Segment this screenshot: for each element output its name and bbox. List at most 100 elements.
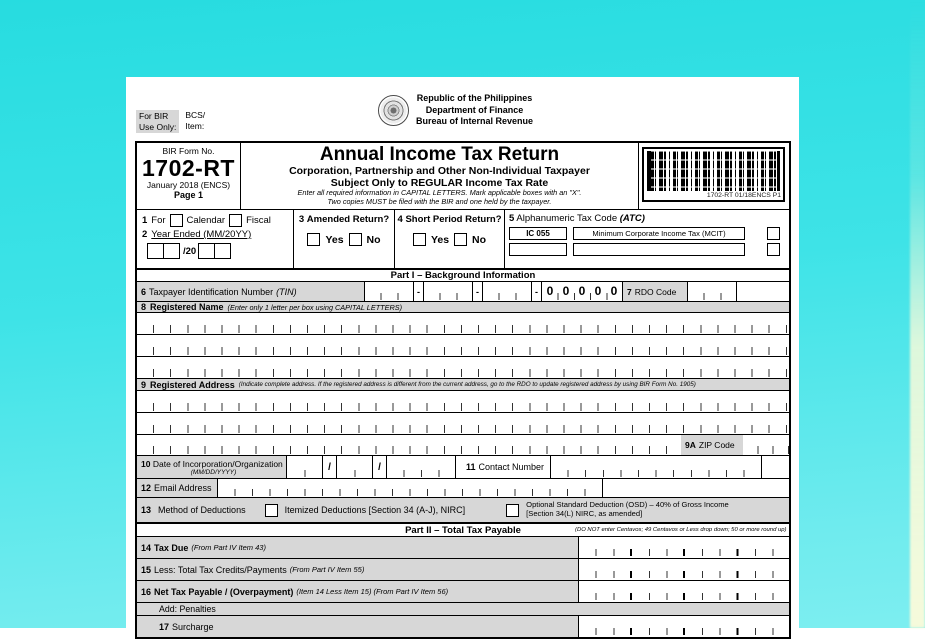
year-ended-label: Year Ended (MM/20YY) bbox=[151, 229, 252, 240]
item6-number: 6 bbox=[141, 286, 147, 297]
registered-address-line-1[interactable] bbox=[137, 390, 789, 412]
agency-line-dof: Department of Finance bbox=[425, 104, 524, 115]
contact-number-label: Contact Number bbox=[478, 462, 545, 472]
registered-name-line-1[interactable] bbox=[137, 312, 789, 334]
item8-number: 8 bbox=[141, 302, 147, 312]
year-month-box-2[interactable] bbox=[163, 243, 180, 259]
atc-checkbox-2[interactable] bbox=[767, 243, 780, 256]
calendar-label: Calendar bbox=[186, 215, 226, 226]
year-yy-box-1[interactable] bbox=[198, 243, 216, 259]
barcode-caption: 1702-RT 01/18ENCS P1 bbox=[706, 192, 781, 199]
tin-group-3[interactable] bbox=[482, 282, 532, 301]
for-bir-use-only-block: For BIR Use Only: BCS/ Item: bbox=[136, 110, 205, 134]
item14-number: 14 bbox=[141, 542, 152, 553]
short-period-yes-checkbox[interactable] bbox=[412, 233, 426, 246]
tin-branch-code[interactable]: 0 0 0 0 0 bbox=[541, 282, 623, 301]
tin-group-1[interactable] bbox=[364, 282, 414, 301]
branch-zero-3: 0 bbox=[578, 284, 586, 298]
rdo-code-label: RDO Code bbox=[634, 286, 677, 297]
fiscal-label: Fiscal bbox=[246, 215, 271, 226]
date-day-field[interactable] bbox=[336, 456, 373, 478]
form-table: BIR Form No. 1702-RT January 2018 (ENCS)… bbox=[135, 141, 791, 639]
form-title: Annual Income Tax Return bbox=[319, 144, 560, 165]
atc-code-box-2[interactable] bbox=[509, 243, 567, 256]
bcs-line: BCS/ bbox=[185, 110, 206, 120]
form-number-box: BIR Form No. 1702-RT January 2018 (ENCS)… bbox=[137, 143, 241, 209]
year-month-box-1[interactable] bbox=[147, 243, 164, 259]
fiscal-checkbox[interactable] bbox=[229, 214, 243, 227]
short-period-no-checkbox[interactable] bbox=[454, 233, 468, 246]
agency-line-republic: Republic of the Philippines bbox=[416, 93, 533, 103]
items-1-5-row: 1 For Calendar Fiscal 2 Year Ended (MM/2… bbox=[137, 209, 789, 268]
item-3-cell: 3 Amended Return? Yes No bbox=[294, 210, 395, 268]
add-penalties-label: Add: Penalties bbox=[159, 604, 216, 614]
atc-label: Alphanumeric Tax Code bbox=[516, 213, 618, 224]
part2-centavos-note: (DO NOT enter Centavos; 49 Centavos or L… bbox=[575, 527, 787, 533]
tin-abbrev: (TIN) bbox=[276, 286, 297, 297]
year-yy-box-2[interactable] bbox=[214, 243, 232, 259]
calendar-checkbox[interactable] bbox=[169, 214, 183, 227]
email-field[interactable] bbox=[217, 479, 603, 497]
tin-label-cell: 6 Taxpayer Identification Number (TIN) bbox=[137, 282, 364, 301]
form-instruction-1: Enter all required information in CAPITA… bbox=[297, 188, 582, 198]
atc-desc-box-2[interactable] bbox=[573, 243, 745, 256]
part2-title: Part II – Total Tax Payable bbox=[405, 524, 521, 536]
osd-label-line1: Optional Standard Deduction (OSD) – 40% … bbox=[526, 500, 729, 510]
short-period-label: Short Period Return? bbox=[405, 214, 502, 225]
osd-label: Optional Standard Deduction (OSD) – 40% … bbox=[526, 501, 729, 518]
amended-return-label: Amended Return? bbox=[306, 214, 390, 225]
rdo-code-field[interactable] bbox=[687, 282, 737, 301]
form-barcode: 1702-RT 01/18ENCS P1 bbox=[642, 147, 785, 202]
osd-checkbox[interactable] bbox=[506, 503, 520, 517]
short-period-no-label: No bbox=[472, 233, 487, 246]
item-15-row: 15 Less: Total Tax Credits/Payments (Fro… bbox=[137, 558, 789, 580]
item16-number: 16 bbox=[141, 586, 152, 597]
itemized-deductions-label: Itemized Deductions [Section 34 (A-J), N… bbox=[284, 505, 466, 515]
tax-credits-amount-field[interactable] bbox=[578, 559, 789, 580]
agency-lines: Republic of the Philippines Department o… bbox=[416, 93, 533, 128]
tax-due-amount-field[interactable] bbox=[578, 537, 789, 558]
registered-address-line-3: 9A ZIP Code bbox=[137, 434, 789, 455]
zip-code-field[interactable] bbox=[743, 435, 789, 455]
form-title-block: Annual Income Tax Return Corporation, Pa… bbox=[241, 143, 639, 209]
registered-address-header: 9 Registered Address (Indicate complete … bbox=[137, 378, 789, 390]
net-tax-payable-ref: (Item 14 Less Item 15) (From Part IV Ite… bbox=[296, 587, 449, 596]
amended-yes-checkbox[interactable] bbox=[307, 233, 321, 246]
date-month-field[interactable] bbox=[286, 456, 323, 478]
tin-dash-2: - bbox=[476, 286, 479, 297]
item-1-2-cell: 1 For Calendar Fiscal 2 Year Ended (MM/2… bbox=[137, 210, 294, 268]
barcode-pattern bbox=[647, 151, 780, 191]
itemized-deductions-checkbox[interactable] bbox=[264, 503, 278, 517]
atc-code-box-1[interactable]: IC 055 bbox=[509, 227, 567, 240]
date-slash-2: / bbox=[378, 461, 381, 473]
form-edition: January 2018 (ENCS) bbox=[146, 180, 231, 191]
form-number: 1702-RT bbox=[142, 155, 235, 181]
amended-yes-label: Yes bbox=[325, 233, 344, 246]
date-year-field[interactable] bbox=[386, 456, 456, 478]
registered-address-line-2[interactable] bbox=[137, 412, 789, 434]
registered-name-line-3[interactable] bbox=[137, 356, 789, 378]
item5-number: 5 bbox=[509, 213, 515, 224]
registered-address-line-3-field[interactable] bbox=[137, 435, 681, 455]
add-penalties-row: Add: Penalties bbox=[137, 602, 789, 615]
atc-checkbox-1[interactable] bbox=[767, 227, 780, 240]
zip-code-label: ZIP Code bbox=[698, 440, 735, 450]
branch-zero-2: 0 bbox=[562, 284, 570, 298]
zip-code-label-cell: 9A ZIP Code bbox=[681, 435, 743, 455]
item1-number: 1 bbox=[142, 215, 148, 226]
date-incorporation-label-cell: 10 Date of Incorporation/Organization (M… bbox=[137, 456, 286, 478]
item13-number: 13 bbox=[141, 505, 152, 515]
contact-number-field[interactable] bbox=[550, 456, 763, 478]
email-label: Email Address bbox=[154, 483, 212, 493]
tax-due-label-cell: 14 Tax Due (From Part IV Item 43) bbox=[137, 537, 578, 558]
short-period-yes-label: Yes bbox=[430, 233, 450, 246]
tin-group-2[interactable] bbox=[423, 282, 473, 301]
net-tax-payable-amount-field[interactable] bbox=[578, 581, 789, 602]
amended-no-checkbox[interactable] bbox=[348, 233, 362, 246]
surcharge-amount-field[interactable] bbox=[578, 616, 789, 637]
atc-desc-box-1[interactable]: Minimum Corporate Income Tax (MCIT) bbox=[573, 227, 745, 240]
registered-name-line-2[interactable] bbox=[137, 334, 789, 356]
item-5-cell: 5 Alphanumeric Tax Code (ATC) IC 055 Min… bbox=[505, 210, 789, 268]
bcs-item-label: BCS/ Item: bbox=[185, 110, 205, 133]
item-4-cell: 4 Short Period Return? Yes No bbox=[395, 210, 505, 268]
